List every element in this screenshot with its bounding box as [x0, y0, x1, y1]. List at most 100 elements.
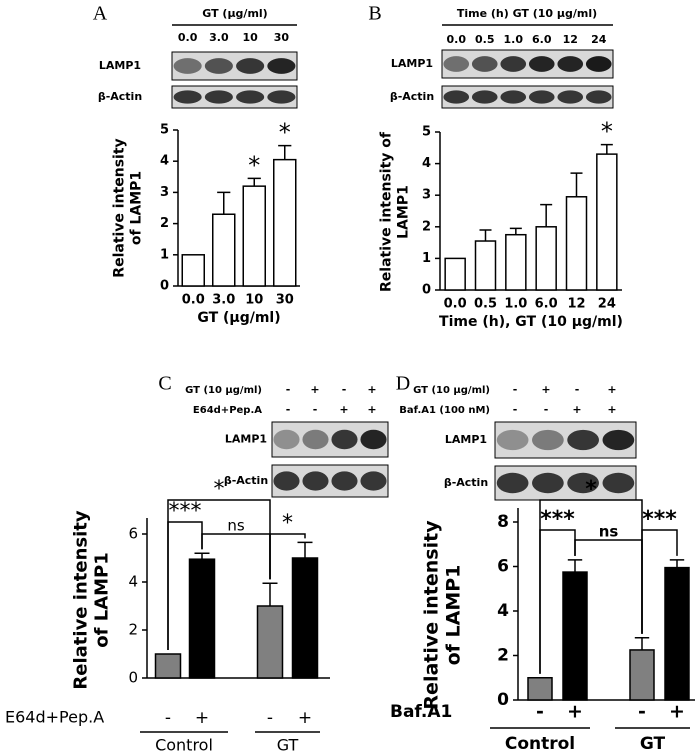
- blot-band: [302, 471, 329, 491]
- blot-band: [173, 58, 202, 74]
- lane-label: 30: [274, 31, 290, 44]
- x-axis-label: GT (μg/ml): [197, 310, 280, 326]
- treatment-sign: -: [342, 383, 347, 396]
- y-tick-label: 2: [422, 219, 431, 234]
- bar: [629, 649, 655, 701]
- blot-band: [496, 429, 529, 451]
- bar: [181, 254, 205, 287]
- blot-band: [528, 56, 555, 72]
- blot-band: [273, 471, 300, 491]
- treatment-sign: +: [367, 383, 376, 396]
- y-axis-label: LAMP1: [396, 185, 412, 239]
- y-tick-label: 0: [422, 283, 431, 298]
- bar: [242, 185, 266, 287]
- bar: [188, 558, 216, 679]
- treatment-sign: +: [607, 383, 616, 396]
- x-axis-label: Time (h), GT (10 μg/ml): [439, 314, 623, 330]
- bar: [212, 213, 236, 287]
- error-bar: [509, 227, 522, 235]
- blot-band: [236, 58, 265, 74]
- x-tick-label: -: [638, 701, 646, 723]
- blot-row-label: LAMP1: [225, 433, 267, 446]
- y-tick-label: 2: [128, 621, 138, 639]
- bar: [562, 571, 588, 701]
- blot-row-label: LAMP1: [99, 59, 141, 72]
- y-tick-label: 4: [497, 601, 509, 621]
- lane-label: 1.0: [504, 33, 524, 46]
- bar: [444, 257, 466, 291]
- bar: [505, 233, 527, 291]
- blot-band: [443, 90, 470, 104]
- y-tick-label: 5: [422, 125, 431, 140]
- blot-band: [585, 90, 612, 104]
- blot-band: [496, 472, 529, 494]
- x-tick-label: -: [267, 708, 273, 728]
- significance-bracket: [641, 529, 678, 634]
- bar: [565, 196, 588, 291]
- treatment-sign: -: [286, 383, 291, 396]
- significance-label: ns: [599, 523, 619, 541]
- significance-label: ***: [169, 499, 202, 524]
- y-tick-label: 6: [128, 525, 138, 543]
- x-tick-label: 30: [276, 293, 294, 308]
- lane-label: 3.0: [209, 31, 229, 44]
- group-label: Control: [155, 736, 213, 755]
- y-tick-label: 2: [497, 646, 509, 666]
- y-tick-label: 1: [160, 247, 169, 262]
- x-tick-label: 10: [245, 293, 263, 308]
- y-tick-label: 0: [160, 279, 169, 294]
- significance-bracket: [269, 533, 306, 580]
- blot-band: [585, 56, 612, 72]
- treatment-sign: +: [572, 403, 581, 416]
- lane-label: 0.5: [475, 33, 495, 46]
- y-tick-label: 6: [497, 557, 509, 577]
- blot-band: [602, 429, 635, 451]
- blot-band: [567, 472, 599, 494]
- group-label: Control: [505, 734, 575, 754]
- bar: [527, 677, 553, 701]
- treatment-sign: +: [310, 383, 319, 396]
- blot-band: [557, 90, 584, 104]
- x-tick-label: 1.0: [504, 297, 527, 312]
- significance-mark: *: [279, 119, 291, 147]
- blot-band: [204, 90, 233, 104]
- x-tick-label: +: [298, 708, 312, 728]
- treatment-sign: -: [286, 403, 291, 416]
- lane-label: 12: [563, 33, 578, 46]
- treatment-name: Baf.A1 (100 nM): [399, 405, 490, 416]
- panel-label: D: [396, 373, 410, 395]
- bar: [256, 605, 284, 679]
- blot-row-label: β-Actin: [390, 90, 434, 103]
- blot-header: GT (μg/ml): [202, 7, 267, 20]
- y-tick-label: 0: [128, 669, 138, 687]
- x-tick-label: -: [536, 701, 544, 723]
- significance-label: *: [282, 511, 293, 536]
- y-tick-label: 2: [160, 216, 169, 231]
- error-bar: [217, 191, 231, 215]
- error-bar: [479, 229, 492, 242]
- y-tick-label: 4: [128, 573, 138, 591]
- y-tick-label: 0: [497, 690, 509, 710]
- error-bar: [540, 203, 553, 227]
- group-label: GT: [277, 736, 299, 755]
- blot-box: [441, 49, 614, 79]
- blot-header: Time (h) GT (10 μg/ml): [457, 7, 597, 20]
- treatment-sign: -: [513, 403, 518, 416]
- bar: [154, 653, 182, 679]
- y-axis-label: Relative intensity of: [379, 131, 395, 292]
- blot-box: [171, 85, 298, 109]
- panel-label: C: [158, 373, 171, 395]
- blot-band: [532, 472, 564, 494]
- lane-label: 0.0: [178, 31, 198, 44]
- blot-band: [528, 90, 555, 104]
- group-label: GT: [640, 734, 666, 754]
- blot-row-label: β-Actin: [444, 476, 488, 489]
- x-tick-label: -: [165, 708, 171, 728]
- y-axis-label: Relative intensity: [71, 510, 92, 689]
- blot-band: [331, 471, 358, 491]
- blot-band: [602, 472, 635, 494]
- blot-band: [267, 90, 296, 104]
- significance-label: ***: [642, 507, 677, 532]
- treatment-sign: -: [544, 403, 549, 416]
